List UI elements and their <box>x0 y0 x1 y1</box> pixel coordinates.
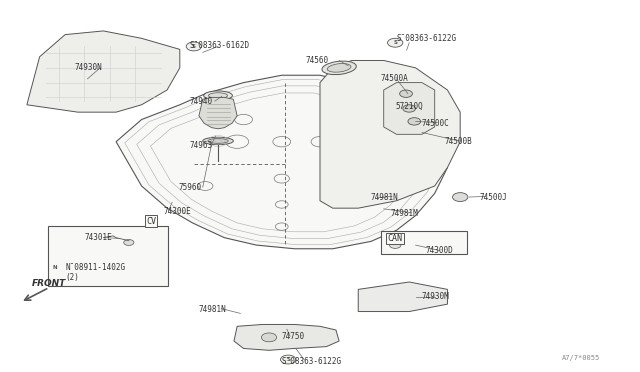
Text: S: S <box>286 357 290 362</box>
Circle shape <box>408 118 420 125</box>
Text: 74500J: 74500J <box>479 193 507 202</box>
Text: 74981N: 74981N <box>199 305 227 314</box>
Text: 74560: 74560 <box>306 56 329 65</box>
Ellipse shape <box>209 93 228 98</box>
Circle shape <box>280 355 296 364</box>
Text: 74500A: 74500A <box>381 74 408 83</box>
FancyBboxPatch shape <box>381 231 467 254</box>
Text: 74750: 74750 <box>282 332 305 341</box>
Text: 74963: 74963 <box>189 141 212 150</box>
Text: A7/7*0055: A7/7*0055 <box>562 355 600 361</box>
Text: 74930M: 74930M <box>422 292 450 301</box>
Circle shape <box>388 38 403 47</box>
Circle shape <box>390 242 401 248</box>
Text: N¯08911-1402G
(2): N¯08911-1402G (2) <box>65 263 125 282</box>
Text: S: S <box>393 40 397 45</box>
Text: 74300E: 74300E <box>164 207 191 217</box>
Text: 74981N: 74981N <box>371 193 399 202</box>
FancyBboxPatch shape <box>48 226 168 286</box>
Text: 74500B: 74500B <box>444 137 472 146</box>
Text: 75960: 75960 <box>179 183 202 192</box>
Polygon shape <box>358 282 447 311</box>
Text: S¯08363-6122G: S¯08363-6122G <box>396 34 456 43</box>
Text: S: S <box>192 44 196 49</box>
Polygon shape <box>116 75 447 249</box>
Text: 57210Q: 57210Q <box>395 102 423 111</box>
Ellipse shape <box>204 91 232 100</box>
Ellipse shape <box>327 64 351 72</box>
Circle shape <box>403 105 415 112</box>
Text: S¯08363-6122G: S¯08363-6122G <box>282 357 342 366</box>
Polygon shape <box>49 264 60 272</box>
Polygon shape <box>234 324 339 350</box>
Polygon shape <box>27 31 180 112</box>
Circle shape <box>261 333 276 342</box>
Circle shape <box>399 90 412 97</box>
Text: S¯08363-6162D: S¯08363-6162D <box>189 41 250 50</box>
Text: 74940: 74940 <box>189 97 212 106</box>
Text: CV: CV <box>146 217 156 225</box>
Polygon shape <box>320 61 460 208</box>
Text: 74500C: 74500C <box>422 119 450 128</box>
Text: FRONT: FRONT <box>32 279 67 288</box>
Text: 74981M: 74981M <box>390 209 418 218</box>
Polygon shape <box>199 97 237 129</box>
Ellipse shape <box>322 61 356 75</box>
Text: N: N <box>52 266 57 270</box>
Circle shape <box>452 193 468 202</box>
Text: CAN: CAN <box>388 234 403 243</box>
Circle shape <box>186 42 202 51</box>
Text: 74301E: 74301E <box>84 233 112 242</box>
Text: 74930N: 74930N <box>75 63 102 72</box>
Text: 74300D: 74300D <box>425 246 453 255</box>
Circle shape <box>124 240 134 246</box>
Ellipse shape <box>203 137 234 145</box>
Ellipse shape <box>208 138 228 143</box>
Polygon shape <box>384 83 435 134</box>
